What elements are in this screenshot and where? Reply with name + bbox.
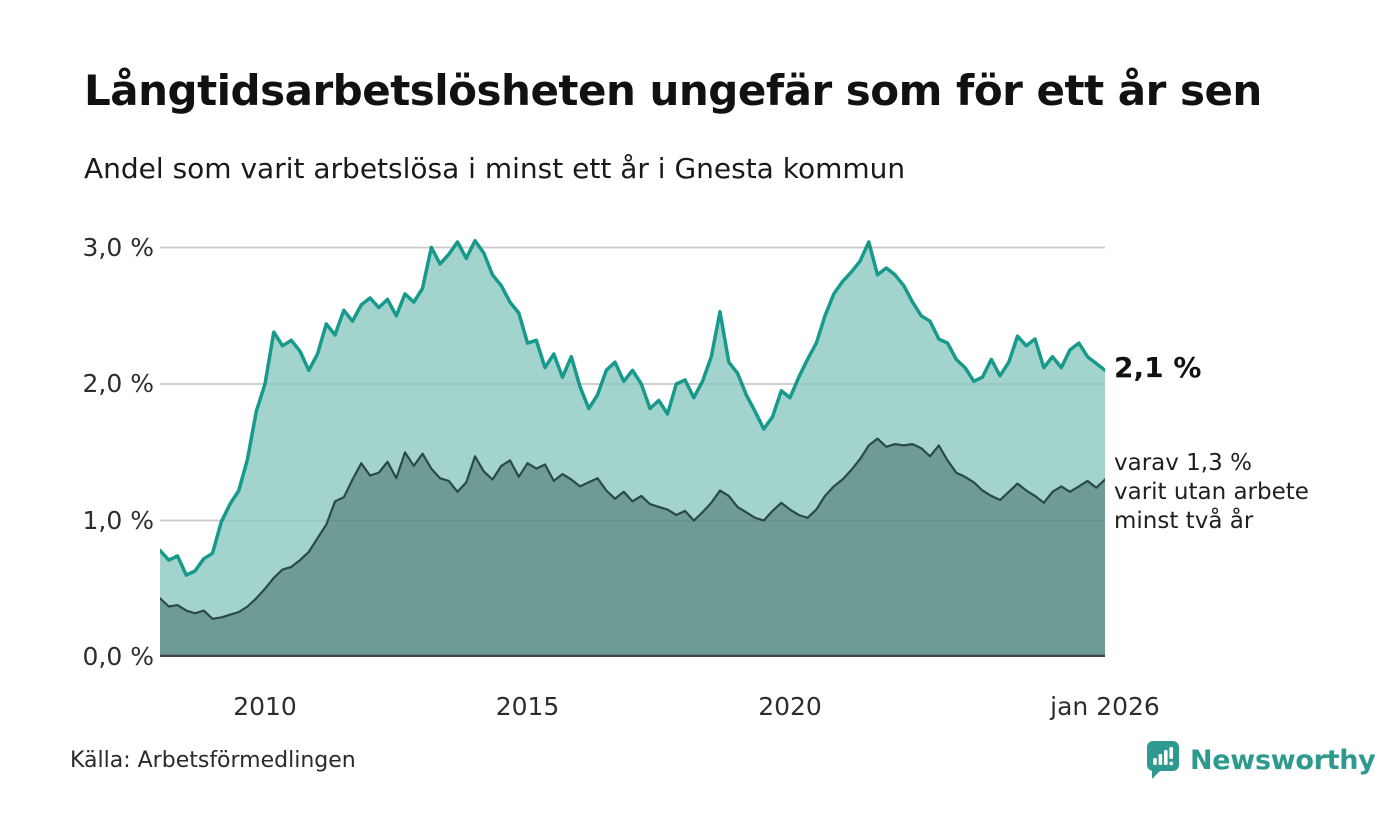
end-value-label-total: 2,1 % (1114, 351, 1202, 384)
newsworthy-logo-text: Newsworthy (1190, 744, 1376, 776)
y-tick-label: 1,0 % (82, 505, 154, 535)
newsworthy-logo-icon (1146, 741, 1179, 779)
x-tick-label: 2015 (495, 692, 560, 721)
x-tick-label: 2010 (233, 692, 297, 721)
newsworthy-logo: Newsworthy (1146, 739, 1376, 781)
line-series-0 (160, 238, 1105, 577)
end-note-label-two-years: varav 1,3 % varit utan arbete minst två … (1114, 449, 1309, 536)
unemployment-area-chart (160, 238, 1105, 657)
chart-subtitle: Andel som varit arbetslösa i minst ett å… (84, 152, 906, 185)
end-note-line: varit utan arbete (1114, 479, 1309, 505)
x-tick-label: 2020 (758, 692, 822, 721)
area-fill-series-1 (160, 438, 1105, 657)
end-note-line: varav 1,3 % (1114, 450, 1252, 476)
page-title: Långtidsarbetslösheten ungefär som för e… (84, 66, 1262, 115)
x-tick-label: jan 2026 (1050, 692, 1160, 721)
source-label: Källa: Arbetsförmedlingen (70, 748, 356, 773)
end-note-line: minst två år (1114, 508, 1254, 534)
y-tick-label: 2,0 % (82, 369, 154, 398)
y-tick-label: 3,0 % (82, 232, 154, 262)
line-series-1 (160, 437, 1105, 620)
y-tick-label: 0,0 % (82, 642, 154, 671)
